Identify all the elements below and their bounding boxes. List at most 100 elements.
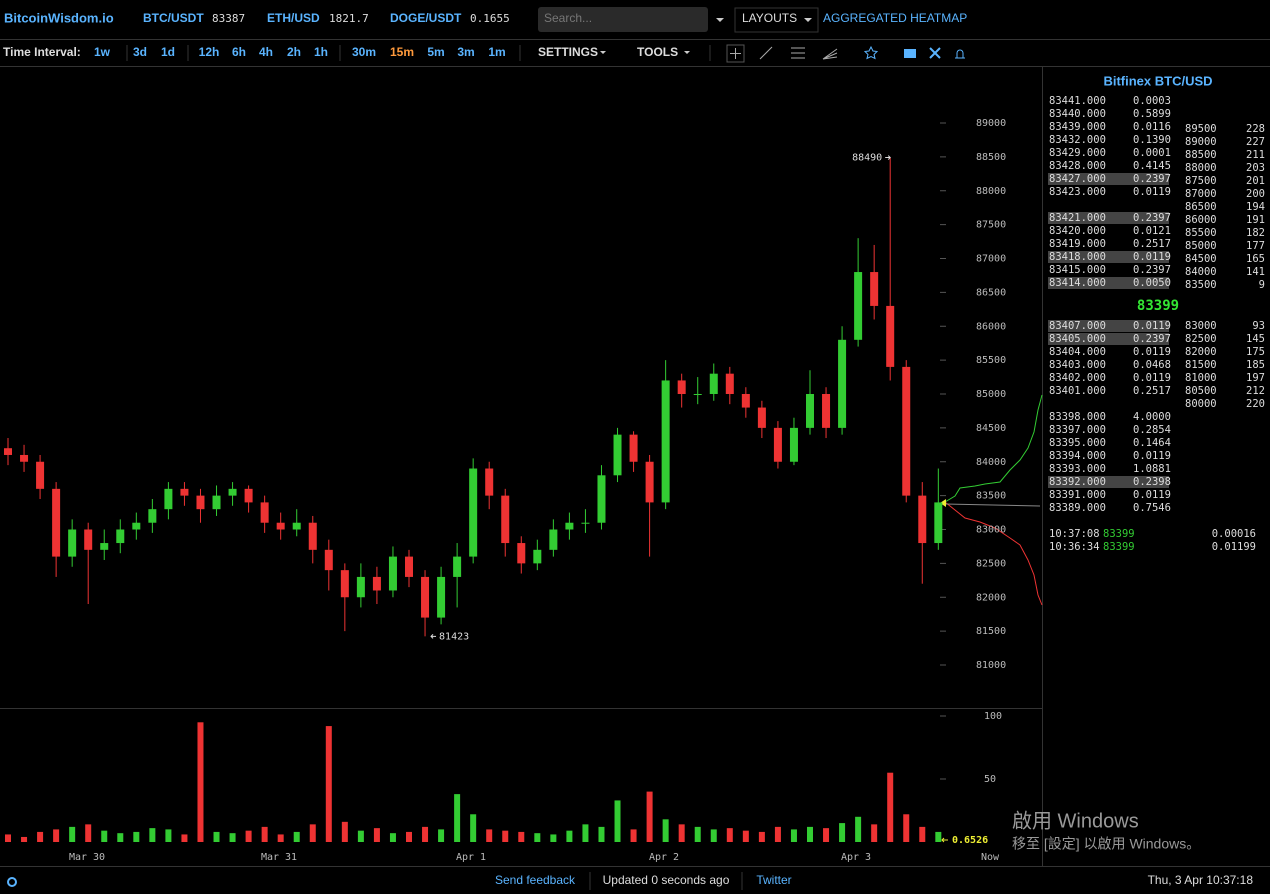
book-price[interactable]: 83429.000 bbox=[1049, 147, 1106, 159]
interval-button[interactable]: 15m bbox=[390, 45, 414, 59]
book-price[interactable]: 83393.000 bbox=[1049, 463, 1106, 475]
book-amount[interactable]: 0.7546 bbox=[1133, 502, 1171, 514]
book-price[interactable]: 83427.000 bbox=[1049, 173, 1106, 185]
book-amount[interactable]: 0.2397 bbox=[1133, 333, 1171, 345]
ticker-symbol[interactable]: ETH/USD bbox=[267, 11, 320, 25]
depth-count: 177 bbox=[1246, 240, 1265, 252]
search-placeholder[interactable]: Search... bbox=[544, 11, 592, 25]
book-amount[interactable]: 0.2397 bbox=[1133, 173, 1171, 185]
interval-button[interactable]: 4h bbox=[259, 45, 273, 59]
volume-bar bbox=[598, 826, 605, 842]
depth-price: 87000 bbox=[1185, 188, 1217, 200]
book-amount[interactable]: 0.0116 bbox=[1133, 121, 1171, 133]
book-price[interactable]: 83404.000 bbox=[1049, 346, 1106, 358]
book-amount[interactable]: 0.4145 bbox=[1133, 160, 1171, 172]
book-price[interactable]: 83402.000 bbox=[1049, 372, 1106, 384]
ticker-price[interactable]: 0.1655 bbox=[470, 12, 510, 25]
search-box[interactable] bbox=[538, 7, 708, 32]
book-amount[interactable]: 0.0119 bbox=[1133, 186, 1171, 198]
book-price[interactable]: 83395.000 bbox=[1049, 437, 1106, 449]
book-amount[interactable]: 0.1464 bbox=[1133, 437, 1171, 449]
book-price[interactable]: 83441.000 bbox=[1049, 95, 1106, 107]
book-amount[interactable]: 0.5899 bbox=[1133, 108, 1171, 120]
book-amount[interactable]: 0.2854 bbox=[1133, 424, 1171, 436]
book-amount[interactable]: 0.1390 bbox=[1133, 134, 1171, 146]
book-amount[interactable]: 0.0119 bbox=[1133, 320, 1171, 332]
candle-body bbox=[36, 461, 45, 489]
interval-button[interactable]: 5m bbox=[427, 45, 444, 59]
tools-menu[interactable]: TOOLS bbox=[637, 45, 678, 59]
book-price[interactable]: 83403.000 bbox=[1049, 359, 1106, 371]
interval-button[interactable]: 1w bbox=[94, 45, 111, 59]
feedback-link[interactable]: Send feedback bbox=[495, 873, 576, 887]
candle-body bbox=[565, 522, 574, 530]
ticker-price[interactable]: 83387 bbox=[212, 12, 245, 25]
layouts-button[interactable]: LAYOUTS bbox=[742, 11, 797, 25]
book-amount[interactable]: 0.2517 bbox=[1133, 385, 1171, 397]
book-amount[interactable]: 0.0119 bbox=[1133, 251, 1171, 263]
dropdown-arrow[interactable] bbox=[716, 18, 724, 22]
book-amount[interactable]: 0.0119 bbox=[1133, 489, 1171, 501]
book-amount[interactable]: 0.0119 bbox=[1133, 346, 1171, 358]
interval-button[interactable]: 3d bbox=[133, 45, 147, 59]
interval-button[interactable]: 6h bbox=[232, 45, 246, 59]
ticker-symbol[interactable]: DOGE/USDT bbox=[390, 11, 462, 25]
book-price[interactable]: 83391.000 bbox=[1049, 489, 1106, 501]
book-price[interactable]: 83419.000 bbox=[1049, 238, 1106, 250]
book-price[interactable]: 83394.000 bbox=[1049, 450, 1106, 462]
book-amount[interactable]: 0.0468 bbox=[1133, 359, 1171, 371]
interval-button[interactable]: 12h bbox=[199, 45, 220, 59]
book-amount[interactable]: 0.2397 bbox=[1133, 212, 1171, 224]
book-price[interactable]: 83407.000 bbox=[1049, 320, 1106, 332]
book-price[interactable]: 83421.000 bbox=[1049, 212, 1106, 224]
book-price[interactable]: 83414.000 bbox=[1049, 277, 1106, 289]
brand[interactable]: BitcoinWisdom.io bbox=[4, 10, 114, 25]
book-price[interactable]: 83398.000 bbox=[1049, 411, 1106, 423]
twitter-link[interactable]: Twitter bbox=[756, 873, 791, 887]
book-price[interactable]: 83415.000 bbox=[1049, 264, 1106, 276]
book-amount[interactable]: 0.0050 bbox=[1133, 277, 1171, 289]
book-price[interactable]: 83432.000 bbox=[1049, 134, 1106, 146]
orderbook-title[interactable]: Bitfinex BTC/USD bbox=[1103, 73, 1212, 88]
book-price[interactable]: 83440.000 bbox=[1049, 108, 1106, 120]
candle-body bbox=[4, 448, 12, 455]
candle-body bbox=[228, 488, 237, 496]
book-amount[interactable]: 0.0119 bbox=[1133, 372, 1171, 384]
interval-button[interactable]: 2h bbox=[287, 45, 301, 59]
book-amount[interactable]: 4.0000 bbox=[1133, 411, 1171, 423]
book-price[interactable]: 83439.000 bbox=[1049, 121, 1106, 133]
book-amount[interactable]: 0.0119 bbox=[1133, 450, 1171, 462]
book-price[interactable]: 83423.000 bbox=[1049, 186, 1106, 198]
book-price[interactable]: 83389.000 bbox=[1049, 502, 1106, 514]
candle-body bbox=[677, 380, 686, 394]
settings-icon[interactable] bbox=[7, 877, 17, 887]
book-amount[interactable]: 0.2398 bbox=[1133, 476, 1171, 488]
book-price[interactable]: 83397.000 bbox=[1049, 424, 1106, 436]
book-price[interactable]: 83428.000 bbox=[1049, 160, 1106, 172]
book-amount[interactable]: 0.0003 bbox=[1133, 95, 1171, 107]
price-tick-label: 81500 bbox=[976, 626, 1006, 637]
row-highlight bbox=[1048, 251, 1169, 263]
interval-button[interactable]: 3m bbox=[457, 45, 474, 59]
interval-button[interactable]: 1m bbox=[488, 45, 505, 59]
drawing-tools[interactable] bbox=[726, 44, 965, 63]
heatmap-link[interactable]: AGGREGATED HEATMAP bbox=[823, 11, 967, 25]
book-amount[interactable]: 0.2517 bbox=[1133, 238, 1171, 250]
book-price[interactable]: 83392.000 bbox=[1049, 476, 1106, 488]
book-price[interactable]: 83418.000 bbox=[1049, 251, 1106, 263]
layouts-button[interactable] bbox=[734, 7, 819, 33]
candle-body bbox=[52, 488, 61, 557]
book-amount[interactable]: 0.0001 bbox=[1133, 147, 1171, 159]
book-amount[interactable]: 0.2397 bbox=[1133, 264, 1171, 276]
book-price[interactable]: 83420.000 bbox=[1049, 225, 1106, 237]
book-amount[interactable]: 1.0881 bbox=[1133, 463, 1171, 475]
ticker-price[interactable]: 1821.7 bbox=[329, 12, 369, 25]
ticker-symbol[interactable]: BTC/USDT bbox=[143, 11, 204, 25]
settings-menu[interactable]: SETTINGS bbox=[538, 45, 598, 59]
interval-button[interactable]: 1d bbox=[161, 45, 175, 59]
interval-button[interactable]: 30m bbox=[352, 45, 376, 59]
book-price[interactable]: 83405.000 bbox=[1049, 333, 1106, 345]
book-price[interactable]: 83401.000 bbox=[1049, 385, 1106, 397]
book-amount[interactable]: 0.0121 bbox=[1133, 225, 1171, 237]
interval-button[interactable]: 1h bbox=[314, 45, 328, 59]
